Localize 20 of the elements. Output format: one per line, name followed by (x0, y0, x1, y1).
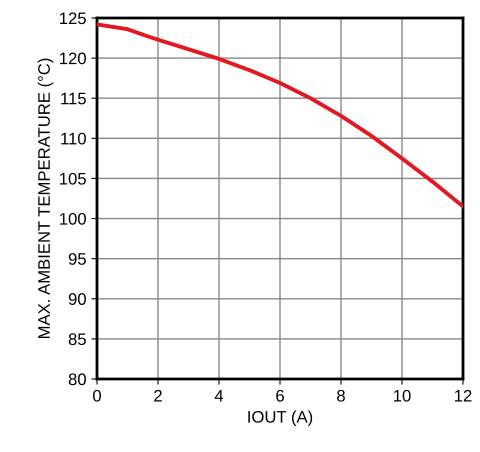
y-tick-label: 85 (68, 333, 86, 346)
x-axis-title: IOUT (A) (248, 410, 312, 426)
y-tick-label: 120 (60, 52, 86, 64)
y-tick-label: 90 (68, 293, 86, 305)
y-tick-label: 80 (68, 373, 86, 386)
y-tick-label: 115 (61, 92, 86, 104)
x-tick-label: 10 (394, 390, 411, 402)
y-tick-label: 105 (60, 172, 86, 185)
x-tick-label: 0 (93, 390, 101, 402)
line-series (97, 22, 463, 208)
y-tick-label: 95 (68, 253, 86, 265)
x-tick-label: 8 (337, 390, 345, 402)
x-tick-label: 6 (276, 390, 284, 402)
y-tick-label: 110 (61, 132, 86, 145)
x-tick-label: 4 (214, 390, 224, 402)
y-axis-title: MAX. AMBIENT TEMPERATURE (°C) (38, 58, 54, 338)
x-tick-label: 2 (154, 390, 162, 402)
y-tick-label: 125 (60, 12, 86, 24)
x-tick-label: 12 (455, 390, 472, 402)
y-tick-label: 100 (60, 212, 86, 225)
